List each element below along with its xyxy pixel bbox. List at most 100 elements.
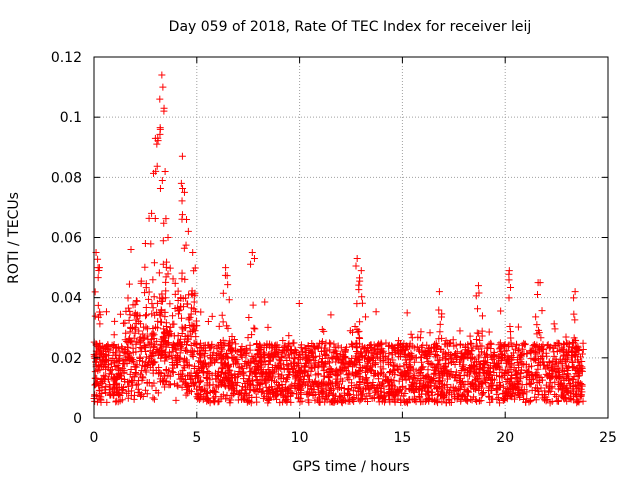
data-point <box>188 380 196 388</box>
data-point <box>261 298 269 306</box>
data-point <box>517 370 525 378</box>
data-point <box>538 307 546 315</box>
data-point <box>358 353 366 361</box>
data-point <box>489 355 497 363</box>
data-point <box>174 361 182 369</box>
data-point <box>150 293 158 301</box>
data-point <box>532 396 540 404</box>
data-point <box>93 347 101 355</box>
data-point <box>464 378 472 386</box>
data-point <box>496 372 504 380</box>
data-point <box>447 359 455 367</box>
data-point <box>403 367 411 375</box>
data-point <box>127 354 135 362</box>
data-point <box>174 339 182 347</box>
data-point <box>496 339 504 347</box>
data-point <box>256 352 264 360</box>
data-point <box>183 215 191 223</box>
data-point <box>307 349 315 357</box>
data-point <box>470 369 478 377</box>
data-point <box>515 364 523 372</box>
data-point <box>132 363 140 371</box>
data-point <box>572 337 580 345</box>
data-point <box>249 301 257 309</box>
data-point <box>432 350 440 358</box>
data-point <box>436 374 444 382</box>
data-point <box>177 179 185 187</box>
data-point <box>458 349 466 357</box>
data-point <box>190 267 198 275</box>
data-point <box>208 340 216 348</box>
data-point <box>466 364 474 372</box>
data-point <box>403 309 411 317</box>
data-point <box>512 371 520 379</box>
data-point <box>472 336 480 344</box>
data-point <box>139 330 147 338</box>
data-point <box>400 371 408 379</box>
data-point <box>570 373 578 381</box>
data-point <box>563 397 571 405</box>
data-point <box>507 366 515 374</box>
x-axis-label: GPS time / hours <box>292 459 409 475</box>
data-point <box>199 396 207 404</box>
data-point <box>102 308 110 316</box>
data-point <box>277 375 285 383</box>
data-point <box>226 399 234 407</box>
data-point <box>132 370 140 378</box>
data-point <box>125 280 133 288</box>
data-point <box>436 328 444 336</box>
data-point <box>182 358 190 366</box>
data-point <box>358 299 366 307</box>
data-point <box>526 397 534 405</box>
data-point <box>135 389 143 397</box>
data-point <box>356 379 364 386</box>
data-point <box>478 391 486 399</box>
data-point <box>154 317 162 325</box>
data-point <box>464 350 472 358</box>
data-point <box>486 368 494 376</box>
y-tick-label: 0.04 <box>51 291 82 307</box>
data-point <box>536 279 544 287</box>
data-point <box>126 334 134 342</box>
data-point <box>168 343 176 351</box>
data-point <box>417 354 425 362</box>
data-point <box>352 348 360 356</box>
data-point <box>516 351 524 359</box>
data-point <box>116 356 124 364</box>
data-point <box>262 344 270 352</box>
data-point <box>327 311 335 319</box>
data-point <box>492 386 500 394</box>
data-point <box>349 368 357 376</box>
data-point <box>483 374 491 382</box>
data-point <box>321 395 329 403</box>
data-point <box>454 393 462 401</box>
data-point <box>425 359 433 367</box>
data-point <box>122 329 130 337</box>
data-point <box>457 375 465 383</box>
data-point <box>229 360 237 368</box>
data-point <box>353 255 361 263</box>
data-point <box>178 330 186 338</box>
data-point <box>388 349 396 357</box>
data-point <box>356 363 364 371</box>
data-point <box>367 363 375 371</box>
data-point <box>253 362 261 370</box>
data-point <box>177 314 185 322</box>
data-point <box>295 350 303 358</box>
data-point <box>326 379 334 387</box>
data-point <box>573 345 581 353</box>
data-point <box>398 343 406 351</box>
data-point <box>367 367 375 375</box>
data-point <box>379 349 387 357</box>
data-point <box>272 392 280 400</box>
data-point <box>434 361 442 369</box>
data-point <box>360 344 368 352</box>
data-point <box>237 347 245 355</box>
data-point <box>224 361 232 369</box>
data-point <box>349 387 357 395</box>
data-point <box>305 372 313 380</box>
data-point <box>399 347 407 355</box>
data-point <box>435 288 443 296</box>
data-point <box>151 341 159 349</box>
data-point <box>145 379 153 387</box>
